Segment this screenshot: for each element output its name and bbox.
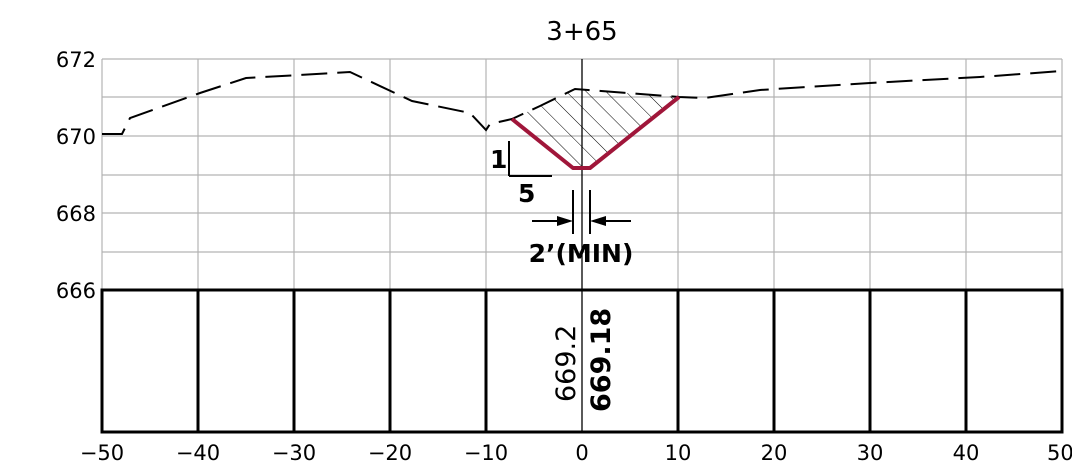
x-tick-label: 30 [857,441,884,465]
slope-run-label: 5 [518,179,535,208]
y-tick-label: 668 [56,202,96,226]
x-axis-labels: −50 −40 −30 −20 −10 0 10 20 30 40 50 [80,441,1072,465]
cut-area-hatch [512,89,679,168]
y-axis-labels: 672 670 668 666 [56,48,96,303]
x-tick-label: −20 [368,441,412,465]
x-tick-label: −40 [176,441,220,465]
x-tick-label: 0 [575,441,588,465]
x-tick-label: −10 [464,441,508,465]
y-tick-label: 672 [56,48,96,72]
dimension-arrow-icon [557,216,573,226]
existing-ground-line [102,70,1063,135]
proposed-elevation-value: 669.18 [586,308,617,412]
x-tick-label: −30 [272,441,316,465]
x-tick-label: 50 [1047,441,1072,465]
y-tick-label: 670 [56,125,96,149]
slope-rise-label: 1 [490,145,507,174]
dimension-arrow-icon [590,216,606,226]
slope-symbol [508,141,552,177]
x-tick-label: 10 [665,441,692,465]
x-tick-label: 40 [953,441,980,465]
x-tick-label: 20 [761,441,788,465]
station-title: 3+65 [546,17,617,47]
bottom-width-note: 2’(MIN) [529,239,634,268]
x-tick-label: −50 [80,441,124,465]
proposed-ditch-section [510,95,681,170]
existing-elevation-value: 669.2 [551,325,582,402]
y-tick-label: 666 [56,279,96,303]
